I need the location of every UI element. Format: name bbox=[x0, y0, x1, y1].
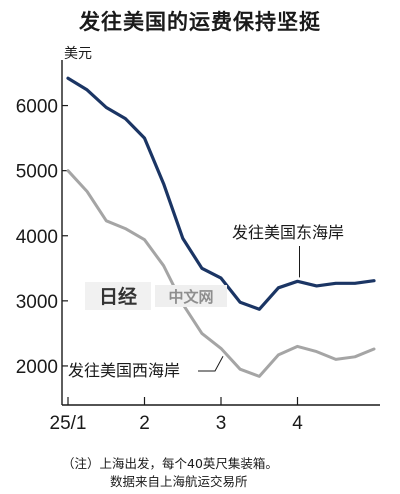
y-axis: 美元 2000 3000 4000 5000 6000 bbox=[16, 46, 92, 405]
series-label-east-coast: 发往美国东海岸 bbox=[232, 223, 344, 242]
y-axis-unit: 美元 bbox=[64, 46, 92, 62]
x-tick-label: 4 bbox=[292, 413, 303, 434]
watermark-logo-box bbox=[85, 282, 151, 310]
y-tick-label: 3000 bbox=[16, 292, 58, 313]
y-tick-label: 5000 bbox=[16, 162, 58, 183]
x-tick-label: 3 bbox=[216, 413, 227, 434]
y-tick-label: 2000 bbox=[16, 357, 58, 378]
x-axis: 25/1 2 3 4 bbox=[50, 397, 380, 434]
series-line-west-coast bbox=[66, 169, 376, 378]
y-tick-label: 4000 bbox=[16, 227, 58, 248]
watermark-text: 中文网 bbox=[168, 288, 213, 306]
series-label-west-coast: 发往美国西海岸 bbox=[68, 361, 180, 380]
x-tick-label: 25/1 bbox=[50, 413, 87, 434]
chart-title: 发往美国的运费保持坚挺 bbox=[79, 10, 321, 34]
watermark: 日经 中文网 bbox=[85, 282, 227, 310]
footnote-line-1: （注）上海出发，每个40英尺集装箱。 bbox=[62, 456, 278, 471]
footnote-line-2: 数据来自上海航运交易所 bbox=[110, 474, 248, 489]
series-line-east-coast bbox=[66, 76, 376, 311]
watermark-logo: 日经 bbox=[99, 285, 137, 308]
series-lines bbox=[66, 76, 376, 378]
watermark-text-box bbox=[155, 285, 227, 307]
footnote: （注）上海出发，每个40英尺集装箱。 数据来自上海航运交易所 bbox=[62, 455, 278, 491]
west-coast-leader bbox=[198, 355, 224, 372]
y-tick-label: 6000 bbox=[16, 97, 58, 118]
x-tick-label: 2 bbox=[139, 413, 150, 434]
